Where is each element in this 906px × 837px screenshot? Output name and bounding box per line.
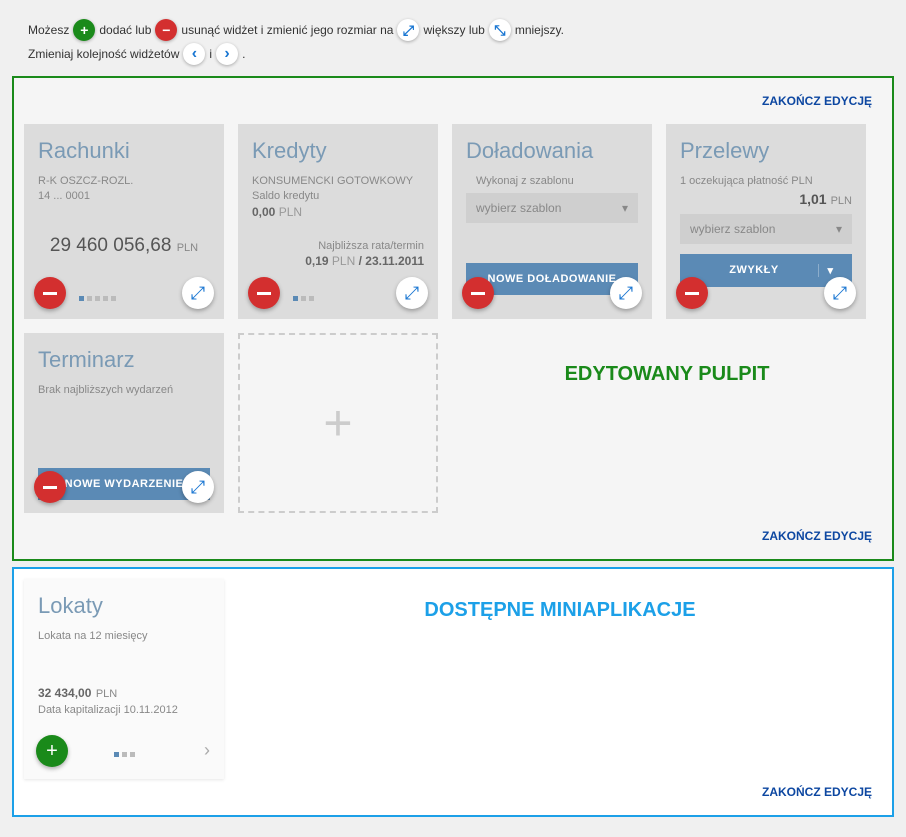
- available-miniapps-panel: Lokaty Lokata na 12 miesięcy 32 434,00 P…: [12, 567, 894, 817]
- expand-widget-button[interactable]: ⤢: [610, 277, 642, 309]
- credit-name: KONSUMENCKI GOTOWKOWY: [252, 174, 424, 189]
- panel-title: DOSTĘPNE MINIAPLIKACJE: [238, 579, 882, 642]
- next-payment-label: Najbliższa rata/termin: [252, 239, 424, 254]
- collapse-icon: ⤡: [489, 19, 511, 41]
- arrow-right-icon: ›: [216, 43, 238, 65]
- pagination-dots[interactable]: [79, 296, 116, 301]
- deposit-name: Lokata na 12 miesięcy: [38, 629, 210, 644]
- remove-widget-button[interactable]: [248, 277, 280, 309]
- template-select[interactable]: wybierz szablon ▾: [680, 214, 852, 244]
- expand-widget-button[interactable]: ⤢: [182, 471, 214, 503]
- widget-kredyty: Kredyty KONSUMENCKI GOTOWKOWY Saldo kred…: [238, 124, 438, 319]
- end-edit-link-top[interactable]: ZAKOŃCZ EDYCJĘ: [24, 88, 882, 114]
- credit-balance: 0,00 PLN: [252, 205, 424, 219]
- deposit-amount: 32 434,00: [38, 686, 91, 700]
- next-payment-value: 0,19 PLN / 23.11.2011: [252, 254, 424, 268]
- template-label: Wykonaj z szablonu: [466, 174, 638, 189]
- pending-label: 1 oczekująca płatność PLN: [680, 174, 813, 189]
- expand-icon: ⤢: [397, 19, 419, 41]
- widget-title: Przelewy: [680, 138, 852, 164]
- account-name: R-K OSZCZ-ROZL.: [38, 174, 210, 189]
- dropdown-icon: ▾: [836, 222, 842, 236]
- expand-widget-button[interactable]: ⤢: [182, 277, 214, 309]
- remove-widget-button[interactable]: [34, 471, 66, 503]
- remove-widget-button[interactable]: [676, 277, 708, 309]
- widget-terminarz: Terminarz Brak najbliższych wydarzeń NOW…: [24, 333, 224, 513]
- instr-text: usunąć widżet i zmienić jego rozmiar na: [181, 18, 393, 42]
- widget-rachunki: Rachunki R-K OSZCZ-ROZL. 14 ... 0001 29 …: [24, 124, 224, 319]
- instructions-bar: Możesz + dodać lub − usunąć widżet i zmi…: [8, 8, 898, 76]
- remove-widget-button[interactable]: [34, 277, 66, 309]
- panel-title: EDYTOWANY PULPIT: [452, 333, 882, 513]
- widget-title: Doładowania: [466, 138, 638, 164]
- instr-text: większy lub: [423, 18, 484, 42]
- add-widget-slot[interactable]: +: [238, 333, 438, 513]
- widget-title: Terminarz: [38, 347, 210, 373]
- widget-doladowania: Doładowania Wykonaj z szablonu wybierz s…: [452, 124, 652, 319]
- dropdown-icon: ▾: [622, 201, 628, 215]
- empty-message: Brak najbliższych wydarzeń: [38, 383, 210, 398]
- chevron-right-icon[interactable]: ›: [204, 740, 210, 761]
- remove-widget-button[interactable]: [462, 277, 494, 309]
- instr-text: i: [209, 42, 212, 66]
- capitalization-date: Data kapitalizacji 10.11.2012: [38, 703, 210, 718]
- template-select[interactable]: wybierz szablon ▾: [466, 193, 638, 223]
- widget-lokaty: Lokaty Lokata na 12 miesięcy 32 434,00 P…: [24, 579, 224, 779]
- widget-title: Rachunki: [38, 138, 210, 164]
- instr-text: Zmieniaj kolejność widżetów: [28, 42, 179, 66]
- pending-amount: 1,01: [799, 191, 826, 207]
- plus-icon: +: [73, 19, 95, 41]
- transfer-button[interactable]: ZWYKŁY ▾: [680, 254, 852, 287]
- end-edit-link[interactable]: ZAKOŃCZ EDYCJĘ: [24, 779, 882, 805]
- expand-widget-button[interactable]: ⤢: [396, 277, 428, 309]
- plus-icon: +: [323, 394, 352, 452]
- instr-text: Możesz: [28, 18, 69, 42]
- instr-text: dodać lub: [99, 18, 151, 42]
- pagination-dots[interactable]: [114, 752, 135, 757]
- dropdown-icon[interactable]: ▾: [818, 264, 842, 277]
- end-edit-link-bottom[interactable]: ZAKOŃCZ EDYCJĘ: [24, 523, 882, 549]
- arrow-left-icon: ‹: [183, 43, 205, 65]
- balance-label: Saldo kredytu: [252, 189, 424, 204]
- pagination-dots[interactable]: [293, 296, 314, 301]
- account-balance: 29 460 056,68 PLN: [38, 235, 210, 257]
- add-widget-button[interactable]: +: [36, 735, 68, 767]
- expand-widget-button[interactable]: ⤢: [824, 277, 856, 309]
- widget-title: Kredyty: [252, 138, 424, 164]
- account-number: 14 ... 0001: [38, 189, 210, 204]
- minus-icon: −: [155, 19, 177, 41]
- edited-dashboard-panel: ZAKOŃCZ EDYCJĘ Rachunki R-K OSZCZ-ROZL. …: [12, 76, 894, 561]
- instr-text: .: [242, 42, 245, 66]
- instr-text: mniejszy.: [515, 18, 564, 42]
- widget-przelewy: Przelewy 1 oczekująca płatność PLN 1,01 …: [666, 124, 866, 319]
- widget-title: Lokaty: [38, 593, 210, 619]
